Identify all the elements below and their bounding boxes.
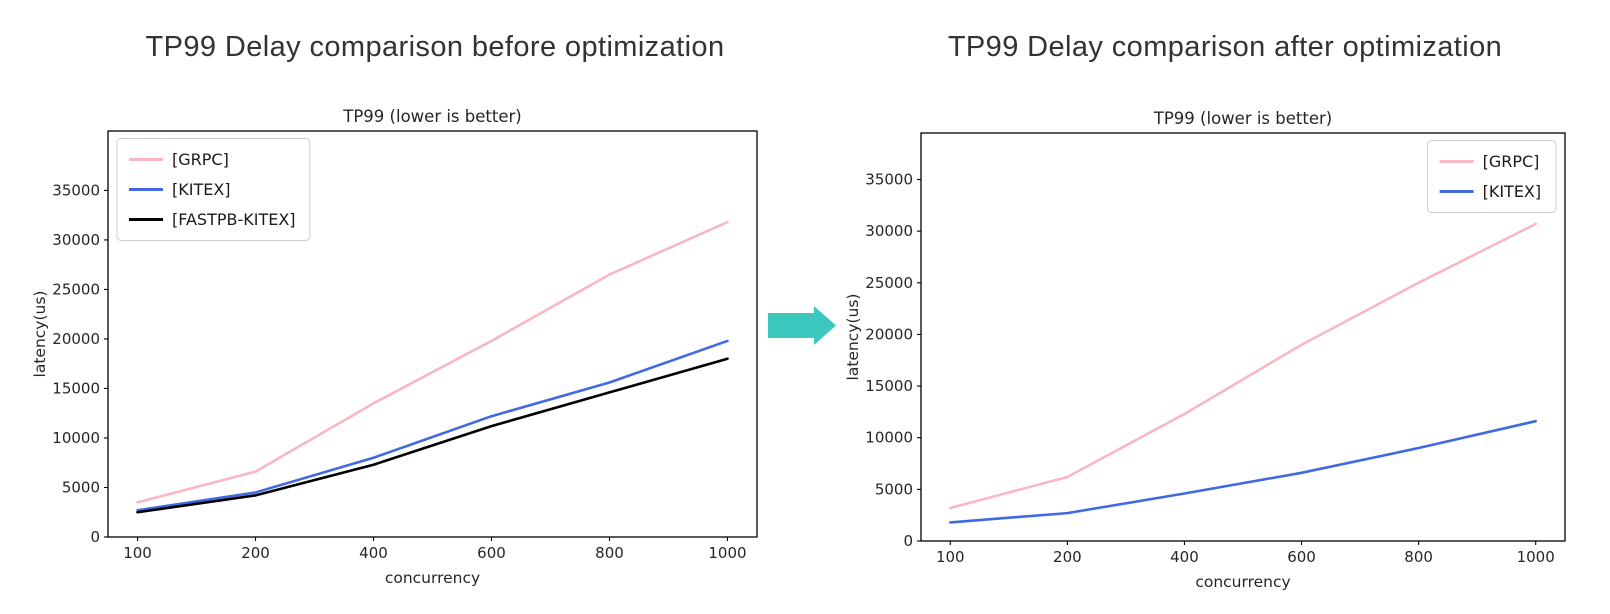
legend-label: [GRPC] [1483, 152, 1540, 171]
transition-arrow-icon [768, 306, 836, 345]
y-tick-label: 35000 [52, 181, 100, 199]
x-tick-label: 400 [359, 544, 388, 562]
legend-box [116, 138, 311, 241]
y-tick-label: 35000 [865, 170, 913, 188]
plot-border [920, 132, 1566, 542]
legend-label: [KITEX] [172, 180, 231, 199]
legend-label: [KITEX] [1483, 182, 1542, 201]
y-tick-label: 15000 [865, 377, 913, 395]
y-axis-label: latency(us) [844, 294, 862, 381]
figure-before-heading: TP99 Delay comparison before optimizatio… [145, 31, 725, 63]
chart-before-optimization: 0 5000 10000 15000 20000 25000 30000 35000 100 20… [31, 107, 758, 587]
x-tick-label: 200 [241, 544, 270, 562]
y-tick-label: 20000 [865, 325, 913, 343]
x-tick-label: 1000 [708, 544, 746, 562]
y-tick-label: 30000 [865, 222, 913, 240]
y-axis-label: latency(us) [31, 291, 49, 378]
x-tick-label: 800 [1404, 548, 1433, 566]
y-tick-label: 20000 [52, 330, 100, 348]
figure-after-heading: TP99 Delay comparison after optimization [947, 31, 1503, 63]
x-tick-label: 1000 [1517, 548, 1555, 566]
chart-after-optimization: 0 5000 10000 15000 20000 25000 30000 35000 100 20… [844, 109, 1566, 591]
y-tick-label: 10000 [865, 429, 913, 447]
x-tick-label: 200 [1053, 548, 1082, 566]
y-tick-label: 25000 [52, 280, 100, 298]
x-tick-label: 800 [595, 544, 624, 562]
y-tick-label: 0 [90, 528, 100, 546]
y-tick-label: 5000 [875, 480, 913, 498]
x-tick-label: 100 [936, 548, 965, 566]
chart-line-grpc [136, 220, 729, 504]
x-tick-label: 400 [1170, 548, 1199, 566]
plot-border [107, 130, 758, 538]
chart-line-grpc [949, 222, 1537, 510]
x-axis-label: concurrency [1195, 573, 1290, 591]
x-tick-label: 600 [477, 544, 506, 562]
plot-title: TP99 (lower is better) [342, 107, 521, 126]
chart-line-kitex [949, 419, 1537, 524]
legend-label: [FASTPB-KITEX] [172, 210, 296, 229]
y-tick-label: 25000 [865, 274, 913, 292]
x-tick-label: 600 [1287, 548, 1316, 566]
chart-line-fastpb-kitex [136, 357, 729, 514]
plot-title: TP99 (lower is better) [1153, 109, 1332, 128]
x-tick-label: 100 [123, 544, 152, 562]
y-tick-label: 30000 [52, 231, 100, 249]
y-tick-label: 10000 [52, 429, 100, 447]
legend-box [1427, 140, 1557, 213]
right-arrow-shape [768, 306, 836, 345]
y-tick-label: 15000 [52, 379, 100, 397]
y-tick-label: 5000 [62, 478, 100, 496]
chart-line-kitex [136, 339, 729, 512]
legend-label: [GRPC] [172, 150, 229, 169]
y-tick-label: 0 [903, 532, 913, 550]
x-axis-label: concurrency [385, 569, 480, 587]
